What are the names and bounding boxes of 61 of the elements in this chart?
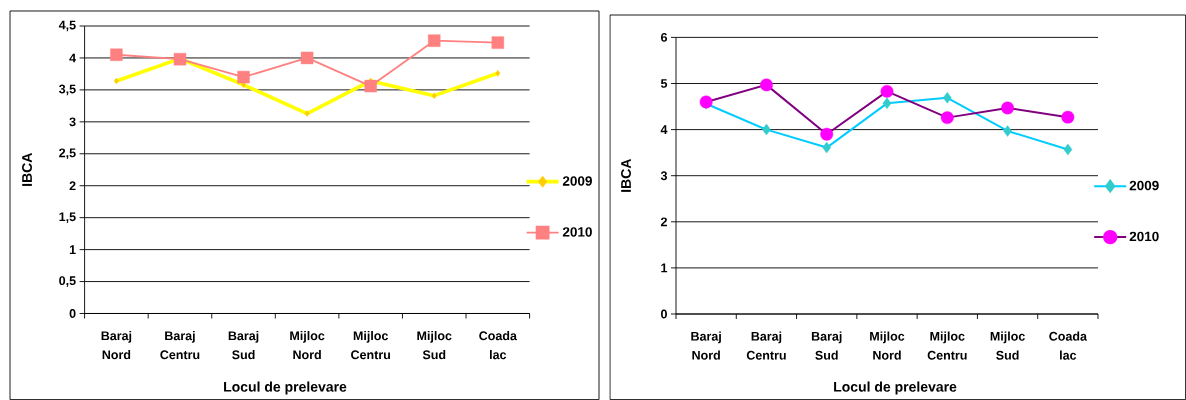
y-tick-label: 0	[69, 309, 76, 318]
legend-label: 2010	[1129, 231, 1159, 242]
point	[1003, 125, 1012, 137]
y-tick-label: 4,5	[58, 20, 76, 32]
y-tick-label: 1,5	[59, 212, 76, 223]
point	[820, 127, 834, 141]
point	[491, 36, 505, 49]
point	[428, 34, 441, 47]
point	[760, 78, 773, 92]
point	[364, 79, 377, 93]
point	[431, 92, 437, 99]
point	[880, 84, 894, 98]
y-tick-label: 5	[660, 79, 668, 88]
y-tick-label: 4	[69, 53, 76, 63]
x-axis-title: Locul de prelevare	[834, 381, 957, 395]
y-tick-label: 2,5	[59, 148, 76, 160]
x-tick-label: Mijloc Sud	[417, 331, 452, 360]
point	[942, 92, 952, 104]
point	[113, 77, 119, 85]
y-tick-label: 3	[660, 171, 668, 181]
point	[940, 111, 954, 125]
y-tick-label: 3,5	[58, 84, 76, 96]
y-tick-label: 6	[660, 32, 668, 42]
y-axis-title: IBCA	[621, 158, 631, 192]
x-tick-label: Baraj Centru	[160, 331, 200, 360]
y-tick-label: 1	[69, 245, 76, 254]
x-tick-label: Baraj Nord	[101, 331, 132, 360]
y-axis-title: IBCA	[22, 153, 32, 186]
x-tick-label: Mijloc Centru	[351, 331, 390, 360]
legend-label: 2010	[562, 227, 592, 237]
point	[1001, 101, 1014, 115]
x-tick-label: Baraj Centru	[746, 331, 786, 360]
y-tick-label: 1	[661, 263, 668, 273]
x-tick-label: Mijloc Sud	[990, 331, 1025, 360]
point	[173, 53, 187, 66]
legend-label: 2009	[1129, 180, 1159, 191]
y-tick-label: 4	[660, 125, 668, 134]
y-tick-label: 2	[69, 181, 76, 191]
point	[1063, 143, 1073, 156]
x-tick-label: Baraj Nord	[691, 331, 721, 360]
point	[110, 48, 123, 61]
point	[304, 110, 310, 117]
x-tick-label: Coada lac	[1049, 331, 1088, 360]
point	[495, 70, 501, 77]
point	[237, 70, 250, 84]
legend-label: 2009	[562, 176, 592, 186]
y-tick-label: 2	[660, 217, 667, 227]
point	[822, 141, 832, 154]
x-tick-label: Baraj Sud	[811, 331, 842, 360]
y-tick-label: 3	[69, 117, 76, 127]
point	[300, 51, 314, 65]
point	[1061, 110, 1075, 124]
point	[882, 97, 892, 110]
x-tick-label: Mijloc Nord	[870, 331, 905, 360]
y-tick-label: 0,5	[59, 276, 76, 287]
x-tick-label: Mijloc Centru	[927, 331, 967, 360]
x-tick-label: Mijloc Nord	[290, 331, 325, 360]
x-tick-label: Baraj Sud	[228, 331, 259, 360]
x-axis-title: Locul de prelevare	[224, 381, 347, 395]
x-tick-label: Coada lac	[479, 331, 517, 360]
y-tick-label: 0	[661, 309, 667, 319]
